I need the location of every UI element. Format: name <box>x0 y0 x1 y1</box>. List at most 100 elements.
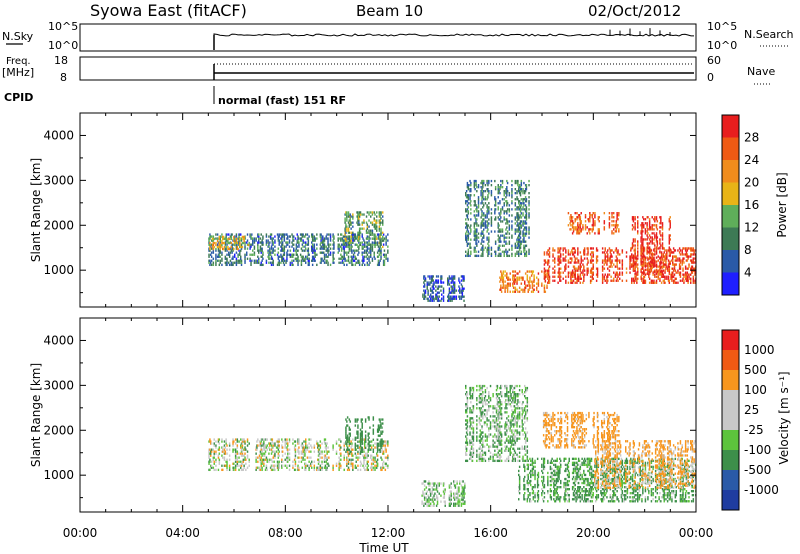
echo-cell <box>644 238 647 241</box>
echo-cell <box>343 454 345 457</box>
echo-cell <box>576 267 578 270</box>
echo-cell <box>316 468 318 472</box>
echo-cell <box>646 242 648 245</box>
echo-cell <box>671 251 673 254</box>
echo-cell <box>314 239 316 242</box>
echo-cell <box>373 241 375 245</box>
echo-cell <box>246 251 248 254</box>
echo-cell <box>669 252 671 255</box>
echo-cell <box>514 204 517 207</box>
echo-cell <box>498 244 500 247</box>
echo-cell <box>347 215 350 218</box>
echo-cell <box>659 277 661 280</box>
echo-cell <box>648 220 651 223</box>
echo-cell <box>607 279 609 282</box>
echo-cell <box>611 265 613 268</box>
echo-cell <box>274 468 276 472</box>
echo-cell <box>525 228 528 231</box>
echo-cell <box>281 446 283 449</box>
echo-cell <box>289 255 292 258</box>
echo-cell <box>387 233 389 236</box>
echo-cell <box>514 290 517 293</box>
echo-cell <box>508 208 511 211</box>
echo-cell <box>294 450 297 453</box>
echo-cell <box>281 259 283 262</box>
echo-cell <box>301 249 304 252</box>
echo-cell <box>370 245 372 248</box>
echo-cell <box>263 440 265 443</box>
echo-cell <box>458 279 460 282</box>
echo-cell <box>611 249 613 252</box>
echo-cell <box>226 448 228 451</box>
echo-cell <box>646 248 648 251</box>
echo-cell <box>358 223 360 226</box>
echo-cell <box>252 253 254 256</box>
echo-cell <box>484 246 487 249</box>
echo-cell <box>270 438 273 441</box>
echo-cell <box>339 464 341 467</box>
echo-cell <box>559 255 561 258</box>
echo-cell <box>209 245 211 249</box>
echo-cell <box>313 237 316 240</box>
echo-cell <box>208 462 210 465</box>
echo-cell <box>208 440 210 443</box>
echo-cell <box>522 190 524 193</box>
echo-cell <box>387 251 389 254</box>
echo-cell <box>649 226 652 229</box>
echo-cell <box>589 253 592 256</box>
echo-cell <box>427 293 429 296</box>
echo-cell <box>253 253 256 256</box>
echo-cell <box>326 462 328 465</box>
echo-cell <box>352 231 354 234</box>
echo-cell <box>361 227 363 230</box>
echo-cell <box>328 253 330 256</box>
echo-cell <box>648 224 651 227</box>
echo-cell <box>617 249 619 252</box>
echo-cell <box>373 251 375 254</box>
echo-cell <box>210 243 213 246</box>
echo-cell <box>601 275 604 278</box>
echo-cell <box>441 277 443 280</box>
echo-cell <box>298 456 300 459</box>
echo-cell <box>382 464 384 467</box>
echo-cell <box>238 249 240 252</box>
echo-cell <box>365 221 368 224</box>
echo-cell <box>338 257 340 260</box>
echo-cell <box>558 259 560 262</box>
echo-cell <box>577 265 580 268</box>
echo-cell <box>499 192 501 195</box>
echo-cell <box>361 251 363 254</box>
echo-cell <box>477 184 480 187</box>
echo-cell <box>218 237 221 241</box>
echo-cell <box>320 251 322 254</box>
echo-cell <box>375 243 377 247</box>
echo-cell <box>631 265 633 268</box>
echo-cell <box>502 278 505 281</box>
echo-cell <box>287 241 289 244</box>
echo-cell <box>354 464 357 467</box>
echo-cell <box>287 243 289 246</box>
echo-cell <box>595 261 598 264</box>
echo-cell <box>291 233 293 236</box>
echo-cell <box>461 291 464 294</box>
echo-cell <box>505 190 507 193</box>
echo-cell <box>466 194 469 197</box>
echo-cell <box>327 255 329 258</box>
cpid-row: CPID normal (fast) 151 RF <box>4 86 346 107</box>
echo-cell <box>297 466 299 469</box>
echo-cell <box>693 249 695 252</box>
echo-cell <box>516 192 518 195</box>
echo-cell <box>524 208 526 211</box>
echo-cell <box>523 236 525 239</box>
echo-cell <box>637 252 639 255</box>
echo-cell <box>373 233 375 236</box>
echo-cell <box>582 228 584 231</box>
echo-cell <box>675 259 677 262</box>
echo-cell <box>226 466 228 469</box>
echo-cell <box>255 468 257 472</box>
echo-cell <box>346 440 349 443</box>
echo-cell <box>356 432 358 435</box>
echo-cell <box>514 192 517 195</box>
echo-cell <box>345 432 347 435</box>
echo-cell <box>307 239 310 242</box>
